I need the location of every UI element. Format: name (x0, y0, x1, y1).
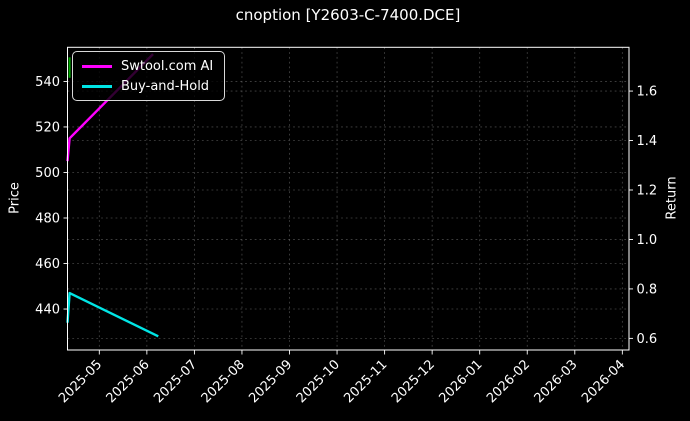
y-left-tick-label: 500 (35, 166, 60, 181)
buy-and-hold-line-swatch (82, 84, 112, 88)
x-tick-label: 2025-10 (294, 357, 343, 406)
x-tick-label: 2025-05 (56, 357, 105, 406)
legend: Swtool.com AI Buy-and-Hold (72, 51, 225, 101)
x-tick-label: 2025-07 (151, 357, 200, 406)
legend-item-buy-and-hold: Buy-and-Hold (82, 76, 214, 96)
x-tick-label: 2025-06 (104, 357, 153, 406)
y-left-tick-label: 540 (35, 75, 60, 90)
x-tick-label: 2025-12 (389, 357, 438, 406)
x-tick-label: 2026-03 (532, 357, 581, 406)
ai-line-swatch (82, 64, 112, 68)
y-left-tick-label: 440 (35, 303, 60, 318)
y-left-tick-label: 520 (35, 120, 60, 135)
axes-frame (67, 46, 630, 351)
legend-item-ai: Swtool.com AI (82, 56, 214, 76)
y-right-tick-label: 1.6 (637, 85, 658, 100)
y-right-tick-label: 1.4 (637, 134, 658, 149)
x-tick-label: 2026-02 (484, 357, 533, 406)
y-right-tick-label: 0.6 (637, 332, 658, 347)
y-right-tick-label: 0.8 (637, 282, 658, 297)
chart-title: cnoption [Y2603-C-7400.DCE] (235, 6, 461, 24)
y-left-tick-label: 460 (35, 257, 60, 272)
legend-label-ai: Swtool.com AI (121, 58, 214, 74)
y-right-tick-label: 1.0 (637, 233, 658, 248)
y-left-tick-label: 480 (35, 211, 60, 226)
x-tick-label: 2026-01 (437, 357, 486, 406)
x-tick-label: 2025-08 (199, 357, 248, 406)
series-line-buy-and-hold (66, 291, 159, 338)
x-tick-label: 2025-09 (246, 357, 295, 406)
x-tick-label: 2025-11 (341, 357, 390, 406)
y-right-tick-label: 1.2 (637, 183, 658, 198)
legend-label-buy-and-hold: Buy-and-Hold (121, 78, 210, 94)
x-tick-label: 2026-04 (579, 357, 628, 406)
